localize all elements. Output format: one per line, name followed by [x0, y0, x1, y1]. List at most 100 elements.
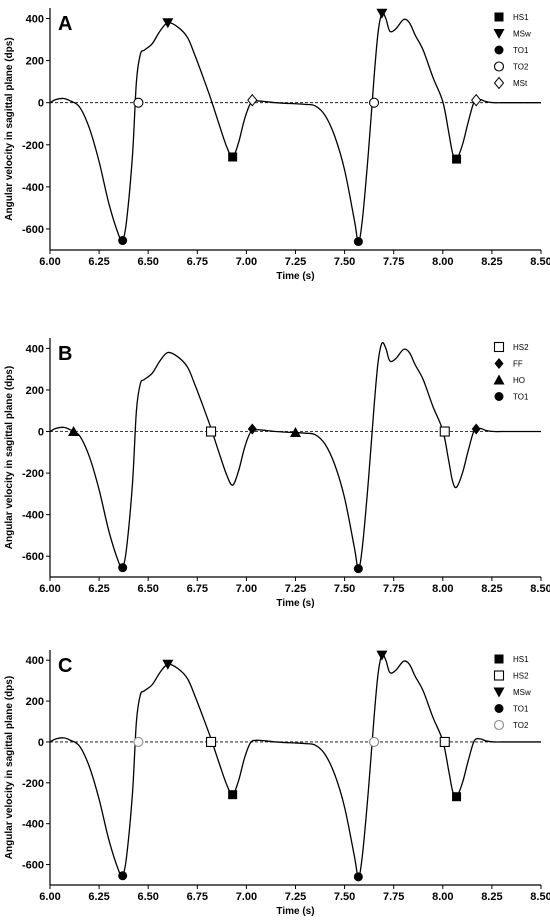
y-axis-label: Angular velocity in sagittal plane (dps) — [4, 366, 15, 549]
y-tick-label: 200 — [26, 56, 44, 68]
x-tick-label: 7.25 — [285, 583, 306, 595]
legend-label: MSt — [513, 79, 528, 88]
legend-marker-hs1 — [494, 654, 504, 664]
legend-label: FF — [513, 360, 523, 369]
y-tick-label: 0 — [38, 737, 44, 749]
y-tick-label: -200 — [22, 468, 44, 480]
event-marker-ho — [290, 427, 301, 438]
event-marker-msw — [162, 659, 174, 670]
x-tick-label: 8.00 — [432, 583, 453, 595]
event-marker-mst — [471, 93, 482, 107]
x-tick-label: 6.75 — [187, 256, 208, 268]
event-marker-ff — [247, 423, 257, 435]
legend-marker-hs1 — [494, 12, 504, 22]
event-marker-to1 — [118, 871, 128, 881]
y-tick-label: -200 — [22, 140, 44, 152]
x-tick-label: 6.50 — [137, 891, 158, 903]
legend-marker-msw — [493, 687, 505, 698]
legend-marker-to1 — [494, 704, 504, 713]
event-marker-hs1 — [452, 792, 462, 802]
x-tick-label: 6.50 — [137, 256, 158, 268]
legend-label: TO1 — [513, 46, 529, 55]
y-tick-label: -400 — [22, 510, 44, 522]
event-marker-to2 — [133, 736, 144, 748]
x-tick-label: 8.25 — [481, 891, 502, 903]
chart-panel-c: 6.00 6.25 6.50 6.75 7.00 7.25 7.50 7.75 8.00 8.25… — [4, 650, 550, 917]
event-marker-to1 — [353, 564, 363, 574]
x-tick-label: 8.25 — [481, 256, 502, 268]
legend-label: HS1 — [513, 13, 529, 22]
legend-marker-ff — [494, 358, 504, 369]
x-axis-label: Time (s) — [276, 271, 314, 282]
legend-label: HS1 — [513, 655, 529, 664]
chart-panel-b: 6.00 6.25 6.50 6.75 7.00 7.25 7.50 7.75 8.00 8.25… — [4, 338, 550, 609]
legend-marker-ho — [493, 374, 505, 385]
legend-label: TO1 — [513, 393, 529, 402]
chart-panel-a: 6.00 6.25 6.50 6.75 7.00 7.25 7.50 7.75 8.00 8.25… — [4, 8, 550, 282]
y-tick-label: -200 — [22, 778, 44, 790]
y-tick-label: 200 — [26, 385, 44, 397]
event-marker-hs1 — [452, 154, 462, 164]
event-marker-to1 — [118, 236, 128, 246]
x-axis-label: Time (s) — [276, 598, 314, 609]
x-tick-label: 8.50 — [530, 583, 550, 595]
x-tick-label: 7.75 — [383, 583, 404, 595]
x-tick-label: 8.00 — [432, 256, 453, 268]
event-marker-to1 — [353, 872, 363, 882]
x-tick-label: 7.75 — [383, 891, 404, 903]
y-tick-label: -400 — [22, 182, 44, 194]
y-tick-label: 0 — [38, 427, 44, 439]
x-tick-label: 6.25 — [88, 583, 109, 595]
event-marker-to2 — [133, 97, 144, 108]
x-tick-label: 7.25 — [285, 891, 306, 903]
x-tick-label: 7.25 — [285, 256, 306, 268]
legend-marker-hs2 — [493, 341, 505, 353]
y-tick-label: 400 — [26, 343, 44, 355]
x-tick-label: 7.00 — [236, 583, 257, 595]
event-marker-ff — [471, 423, 481, 435]
x-tick-label: 6.00 — [39, 256, 60, 268]
y-tick-label: 0 — [38, 98, 44, 110]
x-tick-label: 7.50 — [334, 891, 355, 903]
x-tick-label: 6.25 — [88, 256, 109, 268]
event-marker-hs2 — [205, 426, 217, 437]
event-marker-hs2 — [439, 736, 450, 748]
y-axis-label: Angular velocity in sagittal plane (dps) — [4, 676, 15, 859]
y-axis-label: Angular velocity in sagittal plane (dps) — [4, 37, 15, 220]
angular-velocity-series-line — [49, 653, 542, 878]
x-tick-label: 6.25 — [88, 891, 109, 903]
event-marker-to1 — [118, 563, 128, 573]
event-marker-hs2 — [439, 426, 450, 437]
y-tick-label: 200 — [26, 696, 44, 708]
event-marker-ho — [68, 426, 80, 437]
event-marker-to1 — [353, 237, 363, 247]
x-tick-label: 8.50 — [530, 256, 550, 268]
x-tick-label: 7.50 — [334, 256, 355, 268]
x-axis-label: Time (s) — [276, 906, 314, 917]
legend-marker-hs2 — [493, 670, 505, 681]
angular-velocity-series-line — [49, 341, 541, 570]
legend-marker-to2 — [493, 61, 505, 72]
panel-letter: C — [58, 655, 72, 677]
y-tick-label: -600 — [22, 551, 44, 563]
x-tick-label: 8.50 — [530, 891, 550, 903]
event-marker-hs1 — [228, 790, 238, 800]
panel-letter: A — [58, 13, 72, 35]
event-marker-to2 — [369, 97, 380, 108]
legend-marker-to1 — [494, 45, 504, 55]
legend-label: HS2 — [513, 343, 529, 352]
legend-marker-to2 — [493, 719, 505, 731]
legend-marker-mst — [493, 76, 505, 90]
legend-label: MSw — [513, 688, 531, 697]
y-tick-label: -600 — [22, 860, 44, 872]
legend-label: TO2 — [513, 721, 529, 730]
legend-marker-to1 — [494, 392, 504, 401]
legend-label: TO1 — [513, 705, 529, 714]
y-tick-label: 400 — [26, 655, 44, 667]
event-marker-msw — [162, 18, 174, 29]
y-tick-label: -600 — [22, 224, 44, 236]
event-marker-hs1 — [228, 152, 238, 162]
x-tick-label: 7.00 — [236, 256, 257, 268]
x-tick-label: 6.50 — [137, 583, 158, 595]
